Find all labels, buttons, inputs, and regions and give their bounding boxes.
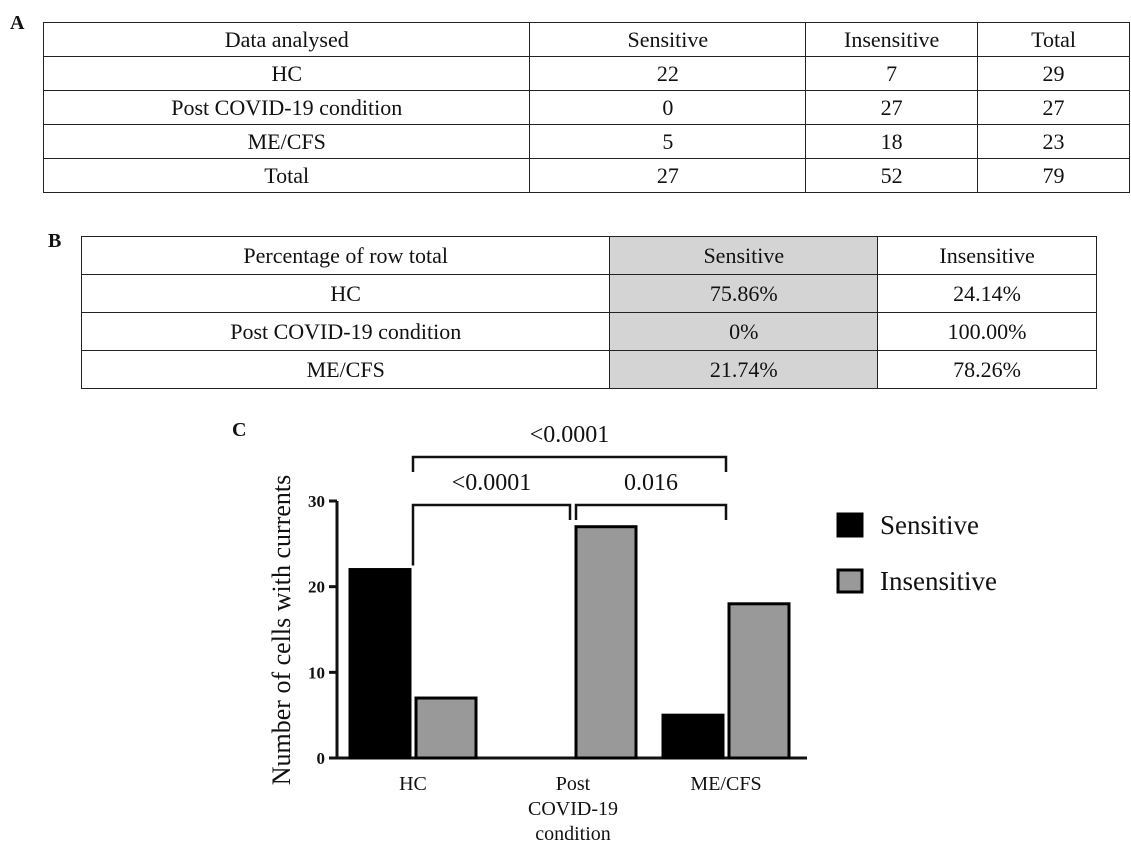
table-header-cell: Total — [977, 22, 1130, 57]
significance-bracket — [411, 503, 572, 566]
table-row: Total 27 52 79 — [42, 158, 1130, 193]
bar — [661, 713, 725, 760]
legend-label: Insensitive — [880, 566, 997, 596]
table-cell: 29 — [977, 56, 1130, 91]
table-cell: 27 — [529, 158, 807, 193]
y-axis-label: Number of cells with currents — [267, 475, 296, 785]
legend-label: Sensitive — [880, 510, 979, 540]
table-cell: Post COVID-19 condition — [42, 90, 531, 125]
significance-label: <0.0001 — [452, 470, 532, 496]
table-header-cell: Data analysed — [42, 22, 531, 57]
table-cell: HC — [80, 274, 611, 313]
table-header-cell: Percentage of row total — [80, 236, 611, 275]
table-header-cell: Sensitive — [529, 22, 807, 57]
table-cell: 0% — [609, 312, 879, 351]
table-row: ME/CFS 21.74% 78.26% — [80, 350, 1097, 389]
table-row: HC 22 7 29 — [42, 56, 1130, 91]
table-cell: 75.86% — [609, 274, 879, 313]
panel-label-c: C — [232, 419, 247, 441]
table-cell: 100.00% — [877, 312, 1097, 351]
table-cell: HC — [42, 56, 531, 91]
panel-label-a: A — [10, 12, 25, 34]
table-cell: 24.14% — [877, 274, 1097, 313]
y-tick-label: 20 — [308, 578, 325, 597]
table-row: Post COVID-19 condition 0% 100.00% — [80, 312, 1097, 351]
significance-bracket — [574, 503, 728, 520]
table-header-row: Percentage of row total Sensitive Insens… — [80, 236, 1097, 275]
significance-label: 0.016 — [624, 470, 678, 496]
table-cell: Post COVID-19 condition — [80, 312, 611, 351]
table-row: Post COVID-19 condition 0 27 27 — [42, 90, 1130, 125]
bar — [414, 696, 478, 760]
table-cell: 18 — [805, 124, 979, 159]
table-cell: ME/CFS — [80, 350, 611, 389]
table-header-cell: Insensitive — [805, 22, 979, 57]
bar — [574, 525, 638, 760]
significance-bracket — [411, 455, 728, 472]
table-cell: Total — [42, 158, 531, 193]
x-tick-label: ME/CFS — [690, 773, 761, 795]
table-cell: 27 — [977, 90, 1130, 125]
legend-swatch — [836, 568, 864, 594]
table-cell: 21.74% — [609, 350, 879, 389]
y-tick-label: 30 — [308, 492, 325, 511]
x-tick-label: Post — [556, 773, 591, 795]
table-header-cell: Sensitive — [609, 236, 879, 275]
table-row: ME/CFS 5 18 23 — [42, 124, 1130, 159]
bar — [727, 602, 791, 760]
table-row: HC 75.86% 24.14% — [80, 274, 1097, 313]
table-cell: 7 — [805, 56, 979, 91]
table-cell: 5 — [529, 124, 807, 159]
x-tick-label: HC — [399, 773, 427, 795]
table-cell: 79 — [977, 158, 1130, 193]
panel-label-b: B — [48, 230, 62, 252]
y-tick-label: 0 — [317, 749, 326, 768]
x-tick-label: condition — [535, 823, 611, 842]
table-header-row: Data analysed Sensitive Insensitive Tota… — [42, 22, 1130, 57]
table-cell: 0 — [529, 90, 807, 125]
bar — [348, 568, 412, 760]
x-tick-label: COVID-19 — [528, 798, 618, 820]
table-cell: 27 — [805, 90, 979, 125]
table-cell: 78.26% — [877, 350, 1097, 389]
percentage-table: Percentage of row total Sensitive Insens… — [80, 236, 1097, 389]
y-tick-label: 10 — [308, 663, 325, 682]
significance-label: <0.0001 — [530, 422, 610, 448]
table-cell: 22 — [529, 56, 807, 91]
table-cell: ME/CFS — [42, 124, 531, 159]
table-header-cell: Insensitive — [877, 236, 1097, 275]
table-cell: 52 — [805, 158, 979, 193]
legend-swatch — [836, 512, 864, 538]
count-table: Data analysed Sensitive Insensitive Tota… — [42, 22, 1130, 193]
